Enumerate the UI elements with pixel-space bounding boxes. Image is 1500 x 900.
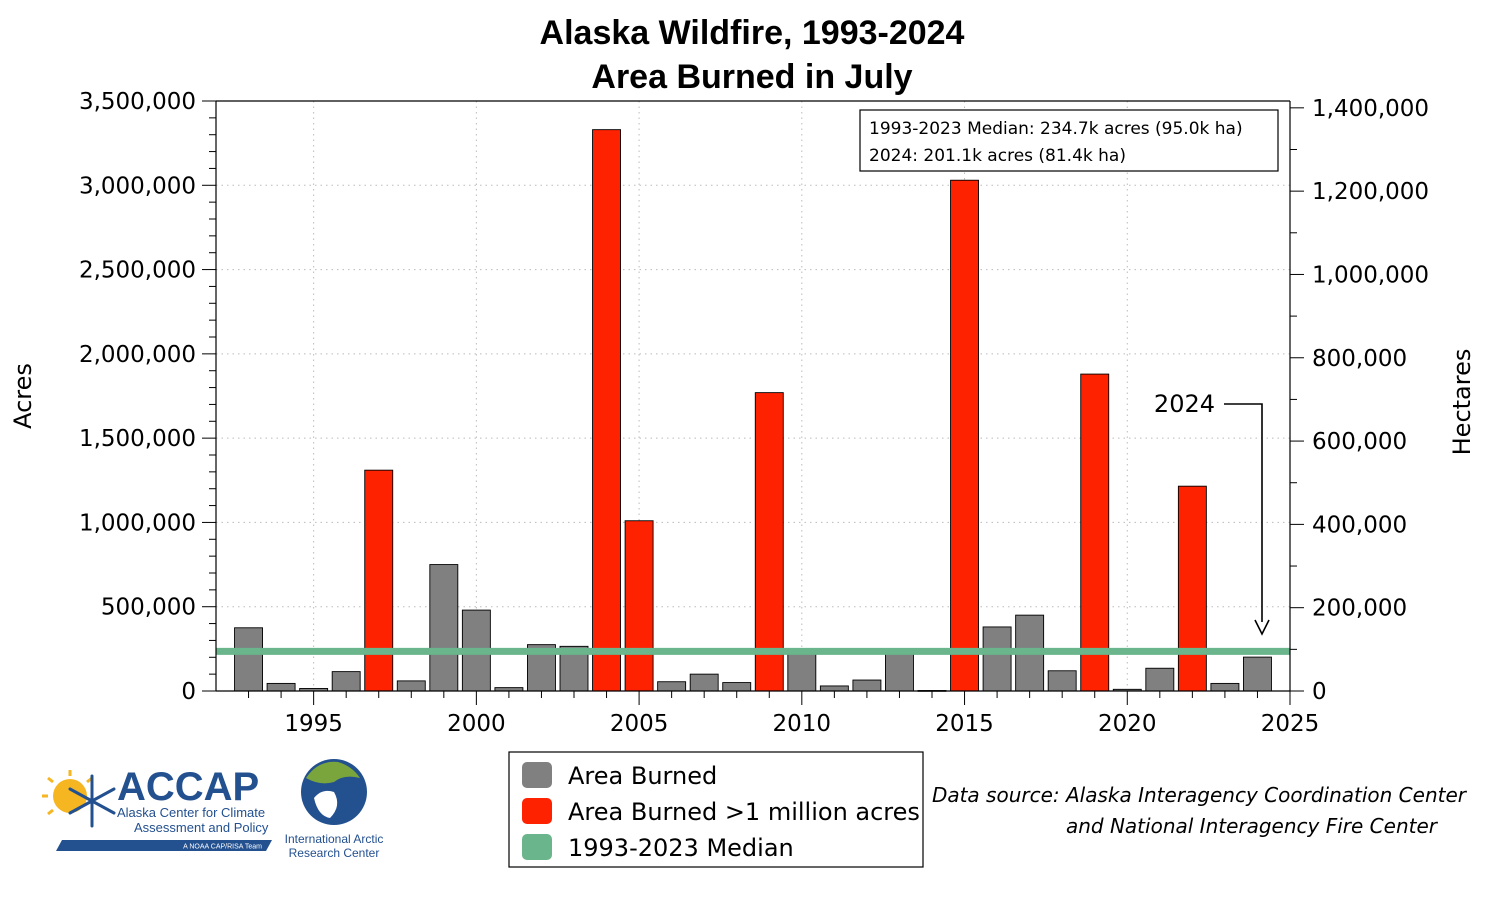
axes bbox=[202, 100, 1304, 705]
y2-tick-label: 0 bbox=[1312, 679, 1327, 705]
annotation-2024: 2024 bbox=[1154, 390, 1270, 636]
info-box-line-median: 1993-2023 Median: 234.7k acres (95.0k ha… bbox=[869, 119, 1243, 139]
legend: Area Burned Area Burned >1 million acres… bbox=[508, 751, 924, 868]
legend-swatch-median bbox=[522, 834, 552, 860]
accap-logo: ACCAP Alaska Center for Climate Assessme… bbox=[42, 765, 272, 851]
bar-area-burned-1994 bbox=[266, 682, 296, 692]
y2-tick-label: 1,000,000 bbox=[1312, 262, 1429, 288]
snowflake-icon bbox=[68, 774, 116, 828]
bar-large-fire-2019 bbox=[1080, 373, 1110, 692]
accap-tagline: A NOAA CAP/RISA Team bbox=[183, 844, 262, 851]
bar-area-burned-2010 bbox=[787, 650, 817, 692]
x-tick-label: 2015 bbox=[935, 711, 994, 737]
bar-area-burned-2021 bbox=[1145, 667, 1175, 692]
annotation-arrow-head bbox=[1254, 619, 1270, 636]
bar-large-fire-2009 bbox=[754, 392, 784, 692]
y-tick-label: 2,000,000 bbox=[79, 342, 196, 368]
y-tick-label: 1,500,000 bbox=[79, 426, 196, 452]
bar-large-fire-2015 bbox=[950, 179, 979, 692]
bar-large-fire-2004 bbox=[592, 129, 621, 692]
y-tick-label: 500,000 bbox=[101, 595, 196, 621]
x-tick-label: 1995 bbox=[284, 711, 343, 737]
y2-axis-title: Hectares bbox=[1448, 349, 1476, 456]
y-tick-label: 3,000,000 bbox=[79, 173, 196, 199]
accap-line-2: Assessment and Policy bbox=[134, 820, 269, 835]
y2-tick-label: 1,200,000 bbox=[1312, 179, 1429, 205]
legend-label-area-burned: Area Burned bbox=[568, 762, 717, 790]
legend-swatch-area-burned bbox=[522, 762, 552, 788]
bar-area-burned-2011 bbox=[819, 685, 849, 692]
x-tick-label: 2005 bbox=[610, 711, 669, 737]
legend-label-large-fires: Area Burned >1 million acres bbox=[568, 798, 920, 826]
accap-wordmark: ACCAP bbox=[117, 765, 259, 809]
data-source-line-2: and National Interagency Fire Center bbox=[1066, 814, 1439, 838]
bar-area-burned-2012 bbox=[852, 679, 882, 692]
y-tick-label: 1,000,000 bbox=[79, 510, 196, 536]
y-tick-label: 2,500,000 bbox=[79, 258, 196, 284]
bar-area-burned-2013 bbox=[885, 650, 914, 692]
iarc-line-1: International Arctic bbox=[285, 832, 384, 846]
sun-icon bbox=[53, 779, 87, 813]
bar-area-burned-2016 bbox=[982, 626, 1012, 692]
bar-area-burned-2006 bbox=[657, 681, 687, 692]
iarc-logo: International Arctic Research Center bbox=[285, 759, 384, 860]
x-tick-label: 2000 bbox=[447, 711, 506, 737]
bear-icon bbox=[314, 790, 338, 818]
bar-area-burned-2024 bbox=[1243, 656, 1272, 692]
bars bbox=[234, 129, 1272, 692]
y2-tick-label: 400,000 bbox=[1312, 512, 1407, 538]
bar-area-burned-2008 bbox=[722, 682, 752, 692]
chart-subtitle: Area Burned in July bbox=[591, 58, 912, 96]
x-tick-label: 2010 bbox=[773, 711, 832, 737]
accap-tagline-bar bbox=[56, 840, 272, 851]
bar-area-burned-1998 bbox=[396, 680, 426, 692]
info-box-line-2024: 2024: 201.1k acres (81.4k ha) bbox=[869, 146, 1126, 166]
accap-line-1: Alaska Center for Climate bbox=[117, 805, 265, 820]
x-tick-label: 2025 bbox=[1261, 711, 1320, 737]
y2-tick-label: 800,000 bbox=[1312, 346, 1407, 372]
bar-large-fire-2022 bbox=[1177, 485, 1207, 692]
tick-labels: 0 500,000 1,000,000 1,500,000 2,000,000 2,500… bbox=[79, 89, 1429, 737]
data-source-line-1: Data source: Alaska Interagency Coordina… bbox=[932, 783, 1468, 807]
annotation-arrow-line bbox=[1224, 403, 1263, 622]
bar-large-fire-2005 bbox=[624, 520, 654, 692]
bar-area-burned-2023 bbox=[1210, 682, 1240, 692]
bar-area-burned-1999 bbox=[429, 564, 459, 692]
y2-tick-label: 200,000 bbox=[1312, 596, 1407, 622]
y-tick-label: 3,500,000 bbox=[79, 89, 196, 115]
bar-area-burned-1993 bbox=[234, 627, 263, 692]
y-tick-label: 0 bbox=[181, 679, 196, 705]
legend-swatch-large-fires bbox=[522, 798, 552, 824]
bar-large-fire-1997 bbox=[364, 469, 394, 692]
bar-area-burned-1996 bbox=[331, 671, 361, 692]
y-axis-title: Acres bbox=[9, 363, 37, 429]
bar-area-burned-2007 bbox=[689, 673, 719, 692]
x-tick-label: 2020 bbox=[1098, 711, 1157, 737]
y2-tick-label: 600,000 bbox=[1312, 429, 1407, 455]
annotation-label: 2024 bbox=[1154, 390, 1215, 418]
legend-label-median: 1993-2023 Median bbox=[568, 834, 794, 862]
y2-tick-label: 1,400,000 bbox=[1312, 96, 1429, 122]
info-box: 1993-2023 Median: 234.7k acres (95.0k ha… bbox=[859, 109, 1279, 172]
bar-area-burned-2018 bbox=[1047, 670, 1077, 692]
info-box-frame bbox=[859, 109, 1279, 172]
chart-title: Alaska Wildfire, 1993-2024 bbox=[540, 14, 965, 52]
legend-frame bbox=[508, 751, 924, 868]
iarc-line-2: Research Center bbox=[289, 846, 380, 860]
